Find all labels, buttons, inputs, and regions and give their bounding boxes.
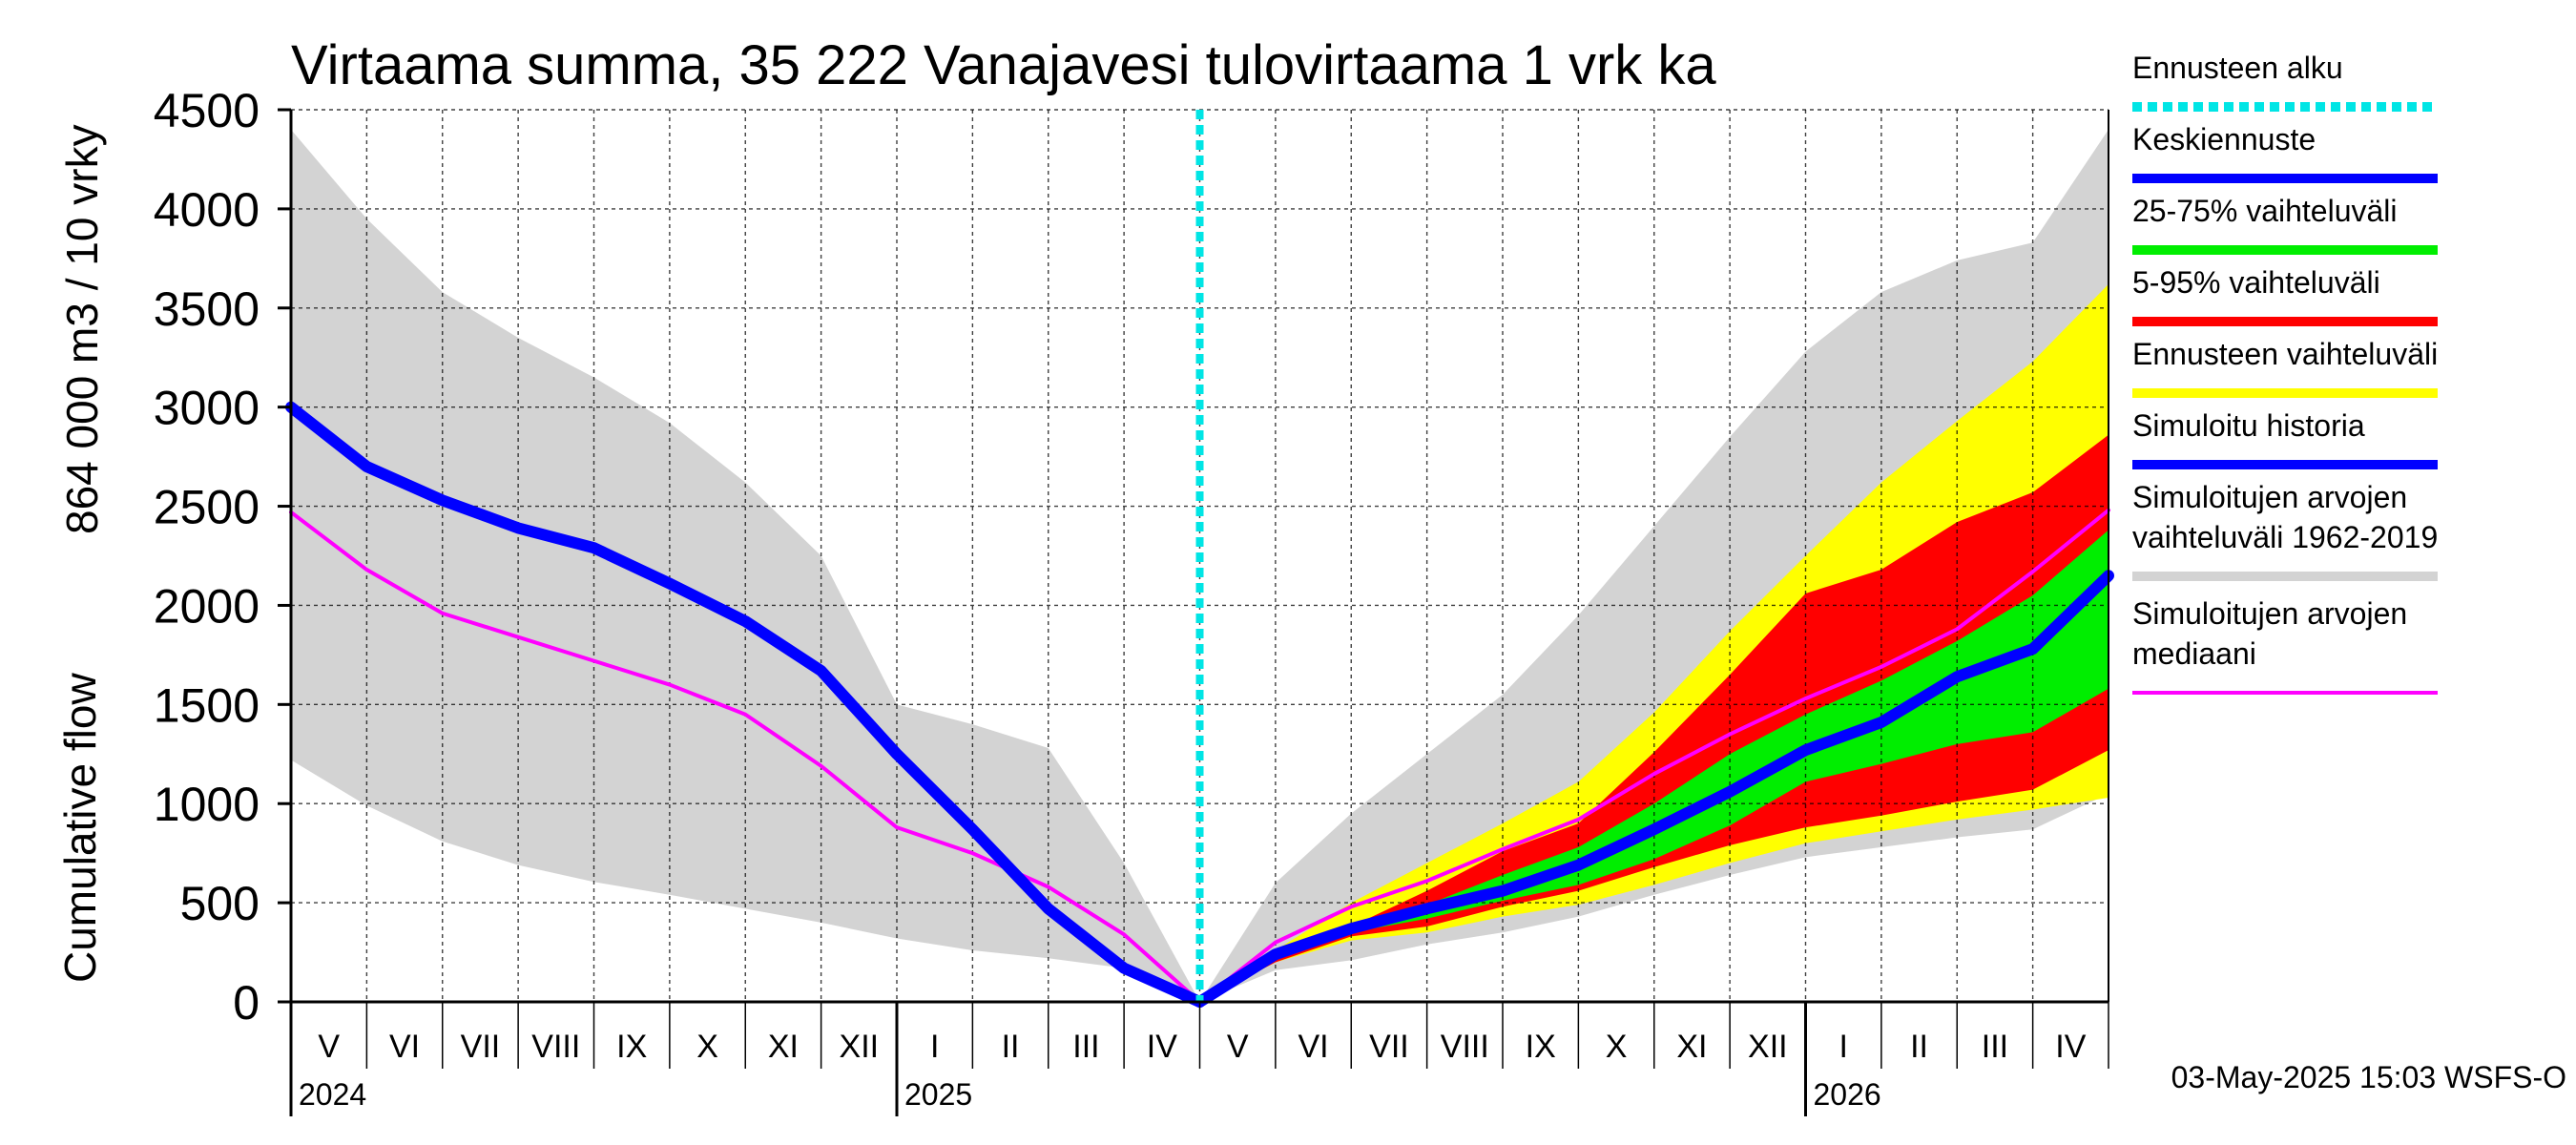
legend-label: vaihteluväli 1962-2019 [2132,520,2438,554]
history-median-line [289,510,1202,1004]
month-label: IX [1526,1029,1556,1065]
month-label: I [930,1029,939,1065]
month-label: VII [461,1029,501,1065]
month-label: IX [616,1029,647,1065]
month-label: V [318,1029,340,1065]
month-label: XII [840,1029,880,1065]
timestamp-footer: 03-May-2025 15:03 WSFS-O [2171,1060,2566,1094]
month-label: X [1606,1029,1628,1065]
legend-label: mediaani [2132,636,2256,671]
y-tick-label: 1500 [154,678,260,732]
month-label: VIII [1441,1029,1489,1065]
legend-label: Ennusteen alku [2132,51,2343,85]
month-label: XI [1676,1029,1707,1065]
month-label: X [696,1029,718,1065]
month-label: III [1072,1029,1099,1065]
year-label: 2026 [1814,1077,1881,1112]
legend-label: 25-75% vaihteluväli [2132,194,2398,228]
month-label: VII [1369,1029,1409,1065]
legend-label: Keskiennuste [2132,122,2316,156]
month-label: I [1839,1029,1847,1065]
y-axis-label-top: 864 000 m3 / 10 vrky [57,124,107,534]
month-label: XII [1748,1029,1788,1065]
month-label: III [1982,1029,2008,1065]
month-label: IV [1147,1029,1177,1065]
month-label: V [1227,1029,1249,1065]
forecast-climate-median-line [1197,508,2110,1004]
legend: Ennusteen alku Keskiennuste 25-75% vaihtel… [2132,51,2438,695]
simulated-history-line [285,401,1206,1008]
y-tick-label: 2500 [154,481,260,534]
month-label: IV [2055,1029,2086,1065]
y-tick-label: 2000 [154,579,260,633]
chart-title: Virtaama summa, 35 222 Vanajavesi tulovi… [291,34,1716,96]
legend-label: Ennusteen vaihteluväli [2132,337,2438,371]
month-label: VI [1298,1029,1329,1065]
month-label: VIII [531,1029,580,1065]
y-tick-label: 500 [180,877,260,930]
y-tick-label: 4000 [154,183,260,237]
legend-label: 5-95% vaihteluväli [2132,265,2380,300]
legend-label: Simuloitu historia [2132,408,2365,443]
month-label: II [1910,1029,1928,1065]
y-tick-label: 1000 [154,778,260,831]
legend-label: Simuloitujen arvojen [2132,480,2407,514]
y-axis-label-bottom: Cumulative flow [55,673,105,983]
y-tick-label: 0 [233,976,260,1030]
y-tick-label: 4500 [154,84,260,137]
month-label: XI [768,1029,799,1065]
month-label: II [1002,1029,1020,1065]
month-label: VI [389,1029,420,1065]
forecast-median-line [1194,570,2114,1008]
y-tick-label: 3000 [154,382,260,435]
year-label: 2025 [904,1077,972,1112]
year-label: 2024 [299,1077,366,1112]
y-tick-label: 3500 [154,282,260,336]
legend-label: Simuloitujen arvojen [2132,596,2407,631]
